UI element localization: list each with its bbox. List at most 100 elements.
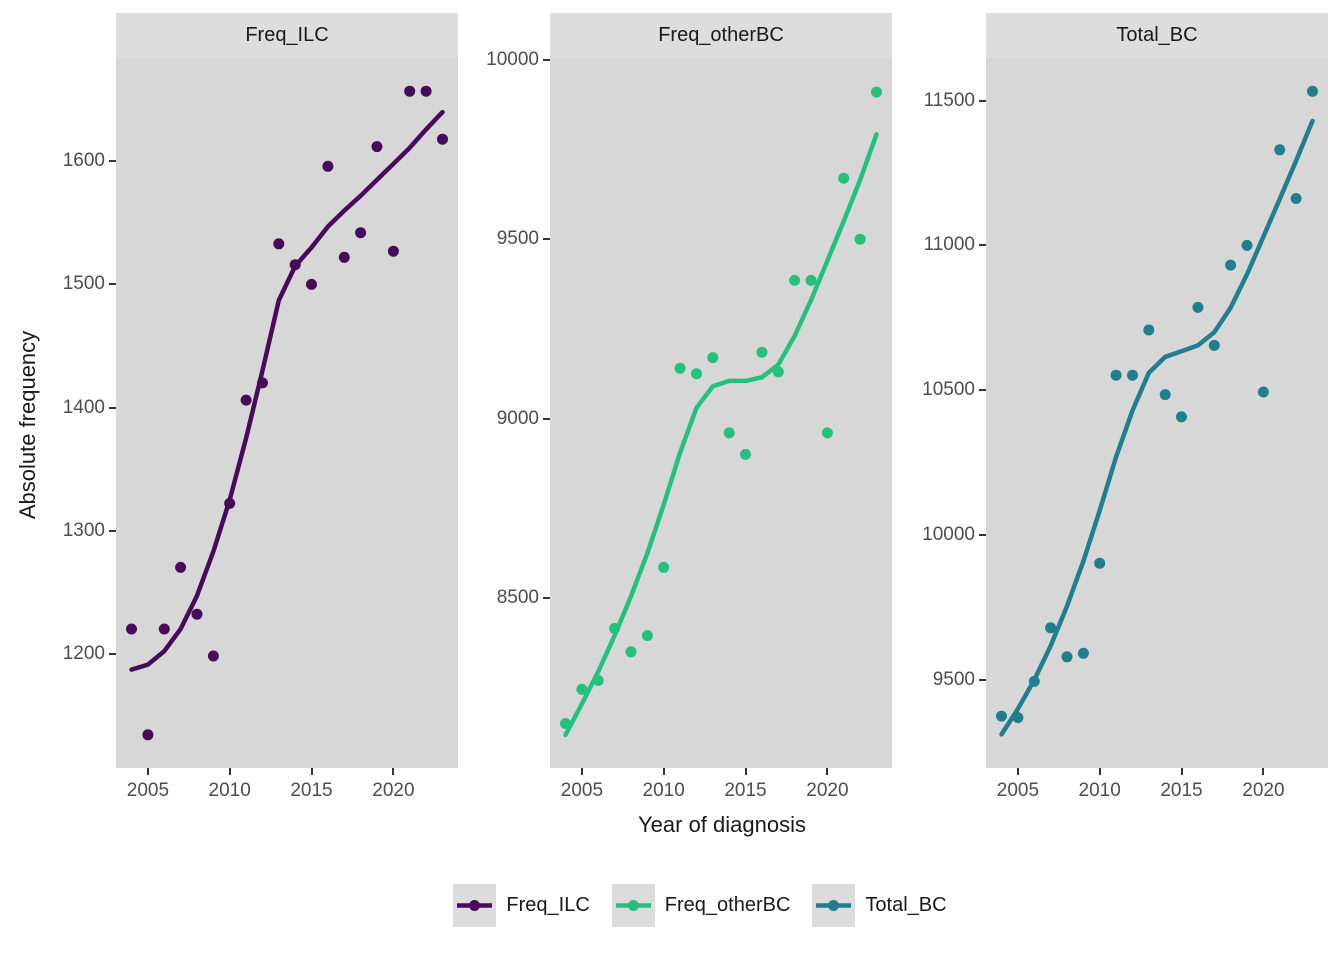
- x-axis-tick-label: 2020: [806, 780, 849, 801]
- data-point: [306, 278, 317, 290]
- data-point: [338, 251, 350, 263]
- data-point: [723, 427, 735, 439]
- data-point: [609, 622, 621, 634]
- y-axis-tick-label: 9500: [932, 668, 975, 690]
- legend-key-line-dot-icon: [615, 900, 651, 911]
- data-point: [207, 650, 219, 662]
- y-axis-tick-mark: [979, 534, 986, 537]
- facet-total-bc: Total_BC 9500 10000 10500 11000 11500 2005 201…: [922, 13, 1328, 813]
- y-axis-tick-mark: [979, 99, 986, 102]
- data-point: [641, 630, 653, 642]
- legend-key-glyph: [812, 884, 856, 927]
- x-axis-tick-mark: [1098, 768, 1101, 775]
- x-axis-tick-label: 2010: [642, 780, 685, 801]
- plot-panel: [116, 58, 458, 768]
- y-axis-tick-label: 1200: [62, 642, 105, 664]
- data-point: [691, 368, 702, 380]
- data-point: [1257, 386, 1269, 398]
- legend: Freq_ILC Freq_otherBC Total_BC: [28, 884, 1344, 927]
- data-point: [142, 729, 154, 741]
- y-axis-tick-label: 9000: [496, 407, 539, 429]
- data-point: [289, 259, 301, 271]
- y-axis-tick-label: 11500: [923, 89, 975, 111]
- data-point: [1225, 259, 1237, 271]
- data-point: [707, 352, 719, 364]
- data-point: [740, 448, 751, 460]
- plot-panel: [986, 58, 1328, 768]
- data-point: [273, 238, 285, 250]
- data-point: [1241, 239, 1253, 251]
- data-point: [158, 623, 170, 635]
- data-point: [355, 227, 367, 239]
- data-point: [658, 561, 670, 573]
- data-point: [756, 346, 768, 358]
- data-point: [322, 160, 334, 172]
- x-axis-tick-label: 2020: [372, 780, 415, 801]
- facet-freq-ilc: Freq_ILC 1200 1300 1400 1500 1600 2005 2010 201…: [63, 13, 458, 813]
- y-axis-tick-mark: [109, 652, 116, 655]
- y-axis-tick-mark: [543, 238, 550, 241]
- x-axis-tick-label: 2015: [724, 780, 767, 801]
- data-point: [1045, 622, 1057, 634]
- data-point: [1094, 557, 1106, 569]
- data-point: [175, 561, 187, 573]
- x-axis-tick-label: 2005: [560, 780, 604, 801]
- data-point: [854, 233, 866, 245]
- y-axis-tick-label: 8500: [496, 586, 539, 608]
- data-point: [387, 245, 399, 257]
- data-point: [437, 133, 448, 145]
- data-point: [1028, 675, 1040, 687]
- data-point: [674, 362, 686, 374]
- data-point: [789, 274, 801, 286]
- data-point: [191, 608, 203, 620]
- data-point: [404, 85, 416, 97]
- data-point: [1110, 369, 1122, 381]
- legend-label: Total_BC: [865, 894, 947, 916]
- y-axis-tick-mark: [979, 389, 986, 392]
- y-axis-tick-label: 10000: [922, 524, 975, 546]
- data-point: [805, 274, 817, 286]
- data-point: [1143, 324, 1155, 336]
- y-axis-tick-label: 1300: [62, 519, 105, 541]
- data-point: [871, 86, 882, 98]
- data-point: [576, 683, 588, 695]
- data-point: [1012, 712, 1024, 724]
- x-axis-tick-mark: [744, 768, 747, 775]
- facet-strip-label: Freq_otherBC: [550, 13, 892, 58]
- data-point: [1274, 144, 1286, 156]
- data-point: [1290, 193, 1302, 204]
- smooth-trend-line: [129, 109, 445, 672]
- x-axis-title: Year of diagnosis: [638, 812, 806, 837]
- data-point: [996, 710, 1007, 722]
- x-axis-tick-label: 2020: [1242, 780, 1285, 801]
- x-axis-tick-mark: [310, 768, 313, 775]
- y-axis-tick-label: 11000: [923, 234, 975, 256]
- x-axis-tick-mark: [580, 768, 583, 775]
- y-axis-tick-mark: [109, 529, 116, 532]
- plot-panel: [550, 58, 892, 768]
- y-axis-tick-mark: [979, 244, 986, 247]
- data-point: [240, 394, 252, 406]
- panel-plot-svg: [126, 85, 448, 741]
- x-axis-tick-label: 2010: [1078, 780, 1121, 801]
- x-axis-tick-mark: [228, 768, 231, 775]
- facet-freq-otherbc: Freq_otherBC 8500 9000 9500 10000 2005 2010 20…: [486, 13, 892, 813]
- legend-key-line-dot-icon: [816, 900, 852, 911]
- y-axis-tick-mark: [109, 406, 116, 409]
- data-point: [560, 718, 571, 729]
- x-axis-tick-mark: [392, 768, 395, 775]
- data-point: [1307, 85, 1318, 97]
- smooth-trend-line: [999, 118, 1315, 737]
- data-point: [257, 377, 268, 389]
- data-point: [592, 675, 604, 686]
- data-point: [1192, 301, 1204, 313]
- x-axis-tick-mark: [662, 768, 665, 775]
- data-point: [821, 427, 833, 439]
- data-point: [838, 172, 850, 184]
- data-point: [1176, 411, 1187, 423]
- x-axis-tick-mark: [146, 768, 149, 775]
- panel-plot-svg: [560, 86, 882, 738]
- legend-key-glyph: [453, 884, 497, 927]
- y-axis-tick-label: 1500: [62, 273, 105, 295]
